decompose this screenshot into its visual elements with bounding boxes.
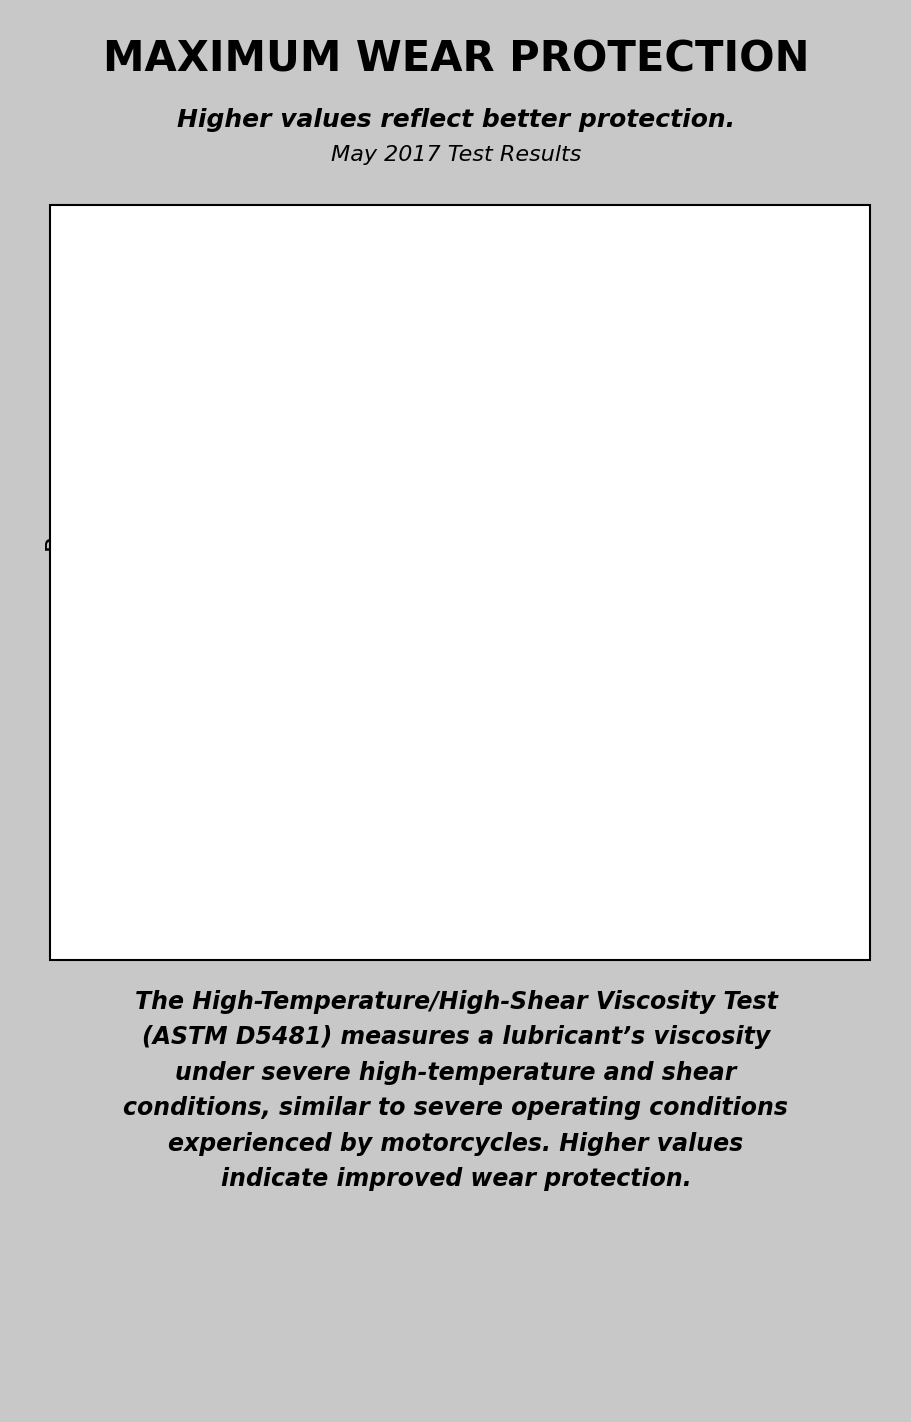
Text: 6.9: 6.9 [212,282,267,310]
Text: MAXIMUM WEAR PROTECTION: MAXIMUM WEAR PROTECTION [103,38,808,81]
Text: 4.2: 4.2 [453,560,507,589]
Text: May 2017 Test Results: May 2017 Test Results [331,145,580,165]
Text: Higher values reflect better protection.: Higher values reflect better protection. [177,108,734,132]
Bar [174,262,306,870]
Text: 3.5: 3.5 [692,633,746,661]
Bar [653,611,785,870]
Bar [414,540,546,870]
Y-axis label: cP: cP [44,536,68,565]
Text: The High-Temperature/High-Shear Viscosity Test
(ASTM D5481) measures a lubricant: The High-Temperature/High-Shear Viscosit… [123,990,788,1192]
